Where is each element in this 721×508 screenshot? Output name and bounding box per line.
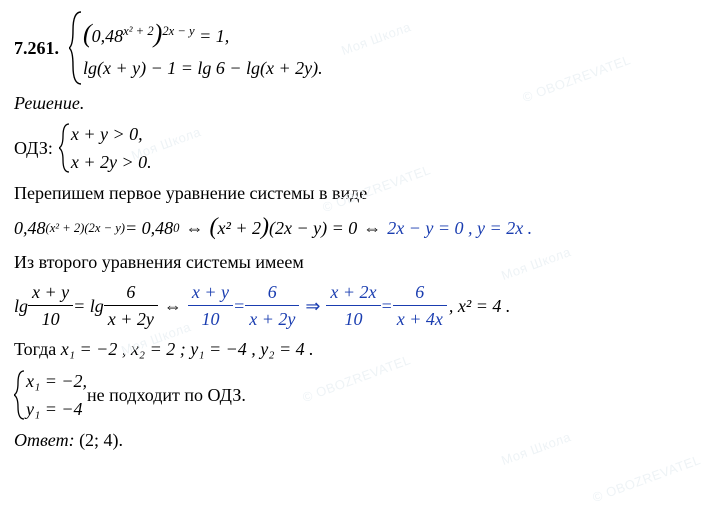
problem-header: 7.261. (0,48x² + 2)2x − y = 1, lg(x + y)… xyxy=(14,10,707,86)
eq-label: = lg xyxy=(73,293,104,319)
implies-icon: ⇒ xyxy=(299,293,326,319)
odz-line1: x + y > 0, xyxy=(71,120,152,148)
then-label: Тогда xyxy=(14,339,61,359)
odz-label: ОДЗ: xyxy=(14,135,53,161)
term: (2x − y) = 0 xyxy=(269,215,357,241)
fraction: x + y10 xyxy=(28,279,73,332)
reject-l1: x₁ = −2, xyxy=(26,367,87,395)
left-brace-icon xyxy=(14,369,26,421)
answer-row: Ответ: (2; 4). xyxy=(14,427,707,453)
eq1: (0,48x² + 2)2x − y = 1, xyxy=(83,14,323,54)
odz-row: ОДЗ: x + y > 0, x + 2y > 0. xyxy=(14,120,707,176)
odz-system: x + y > 0, x + 2y > 0. xyxy=(59,120,152,176)
problem-number: 7.261. xyxy=(14,35,59,61)
iff-icon: ⇔ xyxy=(179,215,209,241)
eq-label: = xyxy=(233,293,245,319)
watermark: © OBOZREVATEL xyxy=(590,451,703,508)
rewrite-label: Перепишем первое уравнение системы в вид… xyxy=(14,180,707,206)
fraction: x + 2x10 xyxy=(326,279,380,332)
not-fit-label: не подходит по ОДЗ. xyxy=(87,382,246,408)
left-brace-icon xyxy=(59,122,71,174)
then-row: Тогда x₁ = −2 , x₂ = 2 ; y₁ = −4 , y₂ = … xyxy=(14,336,707,362)
rparen-icon: ) xyxy=(261,210,269,245)
odz-line2: x + 2y > 0. xyxy=(71,148,152,176)
solution-label: Решение. xyxy=(14,90,707,116)
reject-l2: y₁ = −4 xyxy=(26,395,87,423)
iff-icon: ⇔ xyxy=(357,215,387,241)
eq-label: = xyxy=(381,293,393,319)
from-second-label: Из второго уравнения системы имеем xyxy=(14,249,707,275)
left-brace-icon xyxy=(69,10,83,86)
fraction: 6x + 2y xyxy=(104,279,158,332)
answer-value: (2; 4). xyxy=(79,430,123,450)
result-term: 2x − y = 0 , y = 2x . xyxy=(387,215,532,241)
fraction: x + y10 xyxy=(188,279,233,332)
reject-system: x₁ = −2, y₁ = −4 xyxy=(14,367,87,423)
iff-icon: ⇔ xyxy=(158,293,188,319)
fraction: 6x + 4x xyxy=(393,279,447,332)
then-values: x₁ = −2 , x₂ = 2 ; y₁ = −4 , y₂ = 4 . xyxy=(61,339,314,359)
lg-label: lg xyxy=(14,293,28,319)
system-1: (0,48x² + 2)2x − y = 1, lg(x + y) − 1 = … xyxy=(69,10,323,86)
term: x² + 2 xyxy=(217,215,261,241)
term: 0,48 xyxy=(14,215,46,241)
reject-row: x₁ = −2, y₁ = −4 не подходит по ОДЗ. xyxy=(14,367,707,423)
answer-label: Ответ: xyxy=(14,430,75,450)
exponent: (x² + 2)(2x − y) xyxy=(46,219,126,237)
rewrite-eq: 0,48(x² + 2)(2x − y) = 0,480 ⇔ (x² + 2)(… xyxy=(14,210,707,245)
second-eq: lg x + y10 = lg 6x + 2y ⇔ x + y10 = 6x +… xyxy=(14,279,707,332)
eq2: lg(x + y) − 1 = lg 6 − lg(x + 2y). xyxy=(83,54,323,82)
fraction: 6x + 2y xyxy=(245,279,299,332)
tail-term: , x² = 4 . xyxy=(449,293,511,319)
term: = 0,48 xyxy=(125,215,173,241)
